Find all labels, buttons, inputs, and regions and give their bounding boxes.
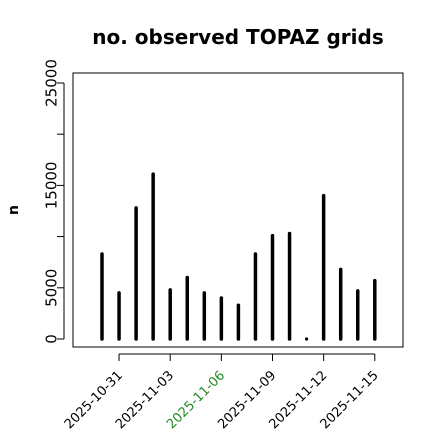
y-axis: 0 5000 15000 25000 <box>43 59 65 344</box>
y-axis-label: n <box>6 205 22 215</box>
y-tick-label: 15000 <box>43 162 61 210</box>
chart-title: no. observed TOPAZ grids <box>92 25 383 49</box>
y-tick-label: 5000 <box>43 269 61 307</box>
bar <box>305 337 309 341</box>
y-tick-label: 0 <box>43 334 61 344</box>
y-tick-label: 25000 <box>43 59 61 107</box>
x-axis: 2025-10-312025-11-032025-11-062025-11-09… <box>62 353 382 432</box>
plot-area-frame <box>72 72 404 348</box>
bars <box>100 172 377 341</box>
